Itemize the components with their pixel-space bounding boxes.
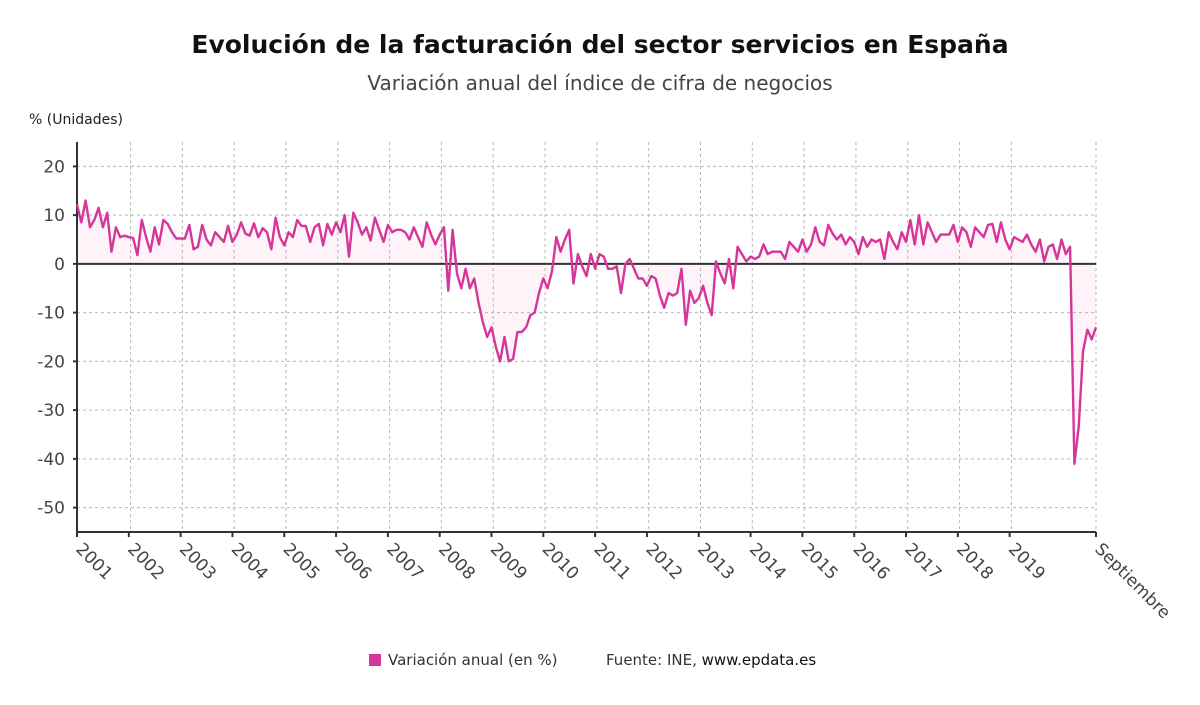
y-tick-label: -50 [37, 499, 65, 519]
y-tick-label: 10 [43, 206, 65, 226]
x-tick-label: 2009 [486, 539, 531, 584]
x-tick-label: 2015 [797, 539, 842, 584]
x-tick-label: 2018 [952, 539, 997, 584]
x-tick-labels: 2001 2002 2003 2004 2005 2006 2007 2008 2009 2010… [71, 539, 1174, 623]
source-site: www.epdata.es [701, 651, 817, 669]
x-tick-label: 2005 [279, 539, 324, 584]
x-tick-label: 2014 [745, 539, 790, 584]
x-tick-label: 2012 [641, 539, 686, 584]
x-tick-label: Septiembre [1090, 539, 1174, 623]
axes [73, 142, 1097, 537]
x-tick-label: 2004 [227, 539, 272, 584]
chart-title: Evolución de la facturación del sector s… [191, 30, 1009, 59]
x-tick-label: 2008 [434, 539, 479, 584]
x-tick-label: 2002 [123, 539, 168, 584]
y-tick-labels: 20 10 0 -10 -20 -30 -40 -50 [37, 157, 65, 518]
area-shape [77, 200, 1096, 464]
legend: Variación anual (en %) [369, 651, 557, 669]
x-tick-label: 2007 [382, 539, 427, 584]
y-tick-label: -30 [37, 401, 65, 421]
x-tick-label: 2017 [900, 539, 945, 584]
x-tick-label: 2010 [538, 539, 583, 584]
x-tick-label: 2003 [175, 539, 220, 584]
source-prefix: Fuente: INE, [606, 651, 702, 669]
chart-subtitle: Variación anual del índice de cifra de n… [367, 71, 833, 95]
area-fill [77, 200, 1096, 464]
y-tick-label: 0 [54, 255, 65, 275]
grid-lines [77, 142, 1097, 532]
y-tick-label: 20 [43, 157, 65, 177]
y-axis-unit-label: % (Unidades) [29, 112, 123, 128]
x-tick-label: 2006 [331, 539, 376, 584]
y-tick-label: -20 [37, 352, 65, 372]
x-tick-label: 2011 [590, 539, 635, 584]
y-tick-label: -10 [37, 304, 65, 324]
x-tick-label: 2019 [1004, 539, 1049, 584]
legend-label: Variación anual (en %) [388, 651, 558, 669]
x-tick-label: 2001 [71, 539, 116, 584]
legend-swatch [369, 654, 381, 666]
series-line [75, 199, 1098, 465]
x-tick-label: 2013 [693, 539, 738, 584]
y-tick-label: -40 [37, 450, 65, 470]
x-tick-label: 2016 [849, 539, 894, 584]
source-note: Fuente: INE, www.epdata.es [606, 651, 816, 669]
